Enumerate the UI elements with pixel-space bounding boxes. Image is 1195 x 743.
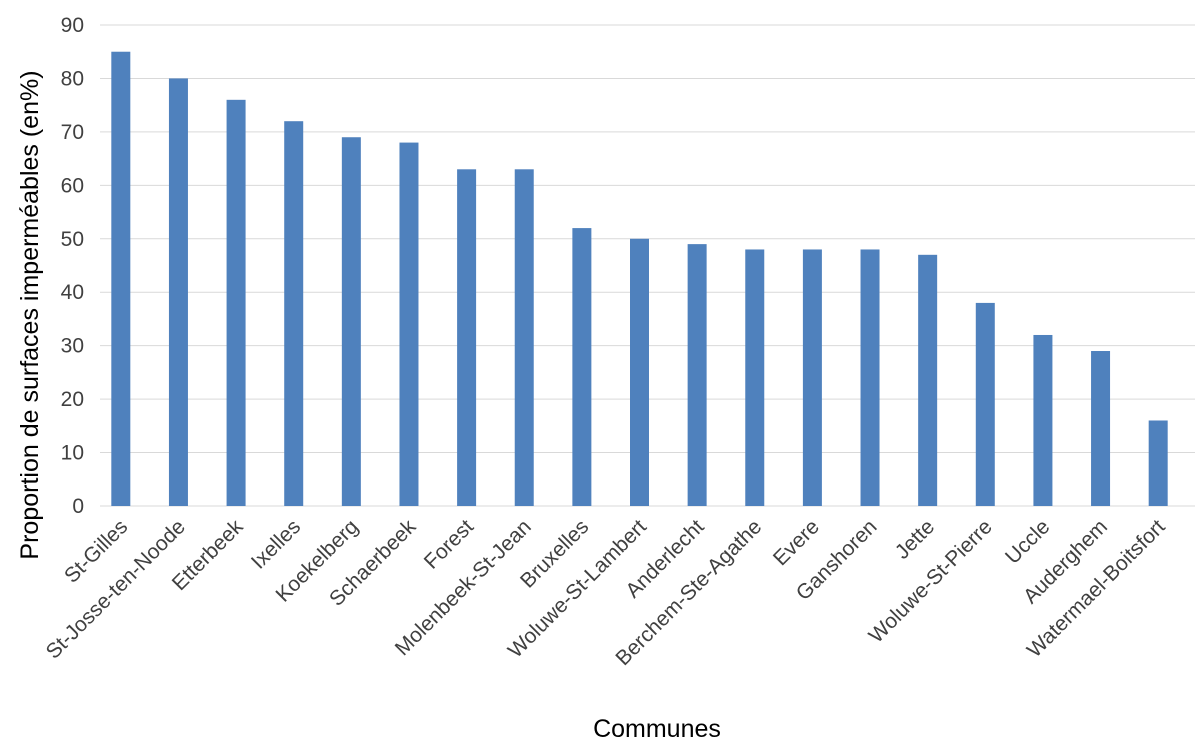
bar	[802, 249, 822, 506]
y-tick-label: 70	[61, 121, 84, 144]
bar	[745, 249, 765, 506]
bar	[572, 228, 592, 507]
bar	[457, 169, 477, 507]
y-tick-label: 50	[61, 228, 84, 251]
bar	[687, 244, 707, 506]
bar	[514, 169, 534, 507]
bar	[399, 142, 419, 507]
y-tick-label: 10	[61, 442, 84, 465]
bar	[1148, 420, 1168, 506]
y-axis-title: Proportion de surfaces imperméables (en%…	[16, 70, 44, 559]
x-tick-label: Uccle	[1001, 515, 1054, 568]
bar	[918, 254, 938, 506]
y-tick-label: 30	[61, 335, 84, 358]
y-tick-label: 20	[61, 388, 84, 411]
x-axis-title: Communes	[593, 715, 721, 743]
bar	[111, 51, 131, 506]
y-axis-ticks: 0 10 20 30 40 50 60 70 80 90	[61, 14, 84, 518]
bar	[630, 238, 649, 506]
y-tick-label: 40	[61, 281, 84, 304]
bar	[168, 78, 188, 506]
bar	[860, 249, 880, 506]
y-tick-label: 60	[61, 174, 84, 197]
bar	[284, 121, 304, 506]
bars	[111, 51, 1168, 507]
bar	[226, 99, 246, 507]
y-tick-label: 80	[61, 67, 84, 90]
x-tick-label: Jette	[891, 515, 939, 563]
y-tick-label: 0	[72, 495, 84, 518]
bar	[341, 137, 361, 506]
bar	[975, 302, 995, 506]
x-tick-label: Evere	[769, 515, 824, 570]
bar	[1033, 334, 1053, 506]
bar	[1091, 351, 1111, 506]
y-tick-label: 90	[61, 14, 84, 37]
